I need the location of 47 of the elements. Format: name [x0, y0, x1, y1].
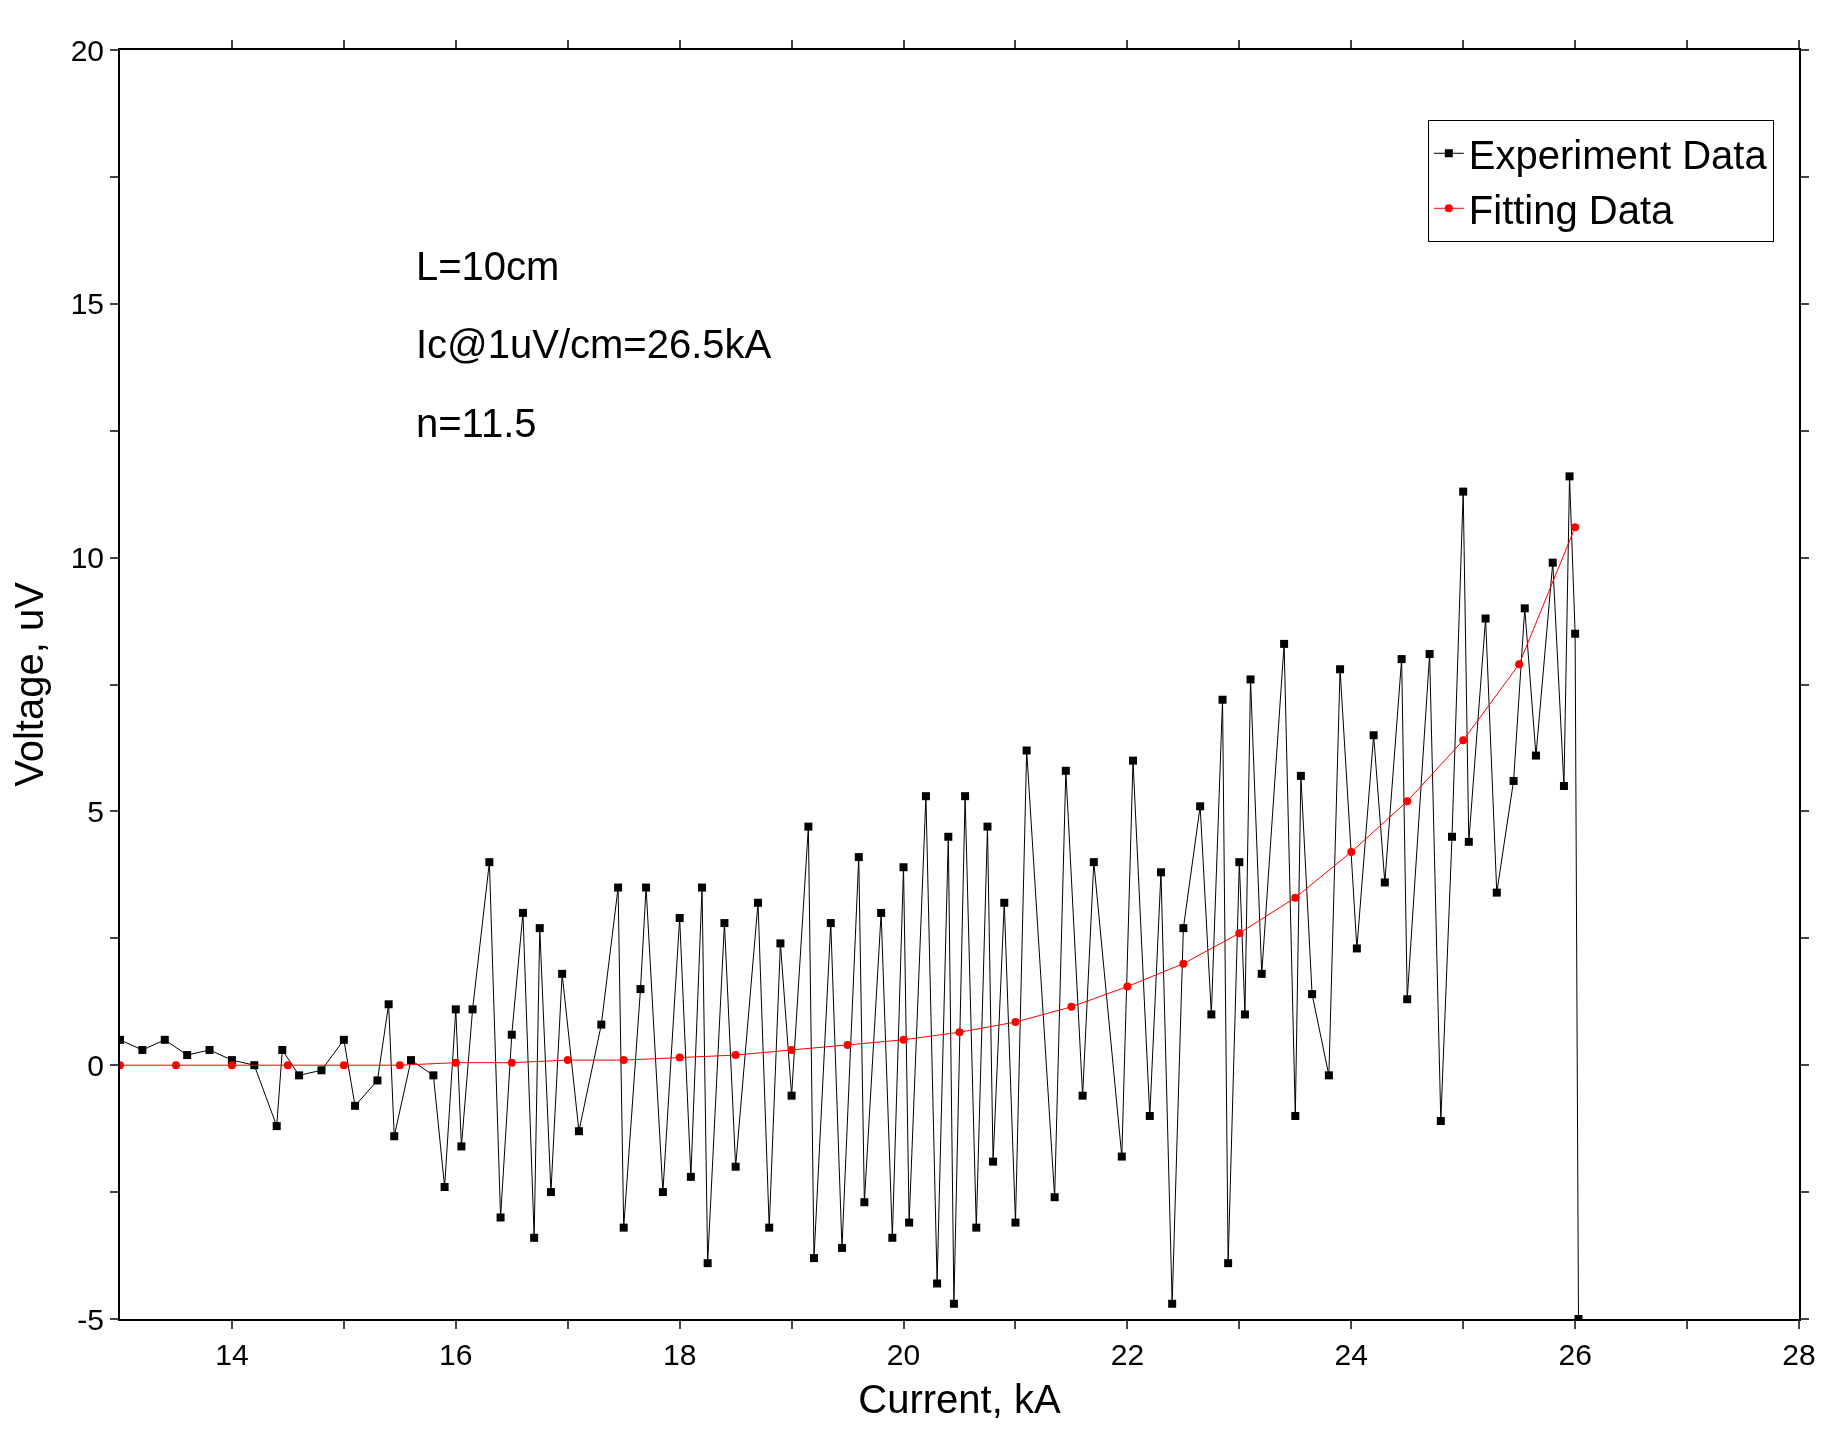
point [283, 1061, 292, 1070]
point [675, 1053, 684, 1062]
point [395, 1061, 404, 1070]
point [955, 1028, 964, 1037]
x-tick-label: 16 [439, 1338, 473, 1371]
y-tick-label: 0 [87, 1048, 104, 1082]
point [507, 1058, 516, 1067]
point [787, 1045, 796, 1054]
y-tick-label: -5 [77, 1302, 104, 1336]
point [227, 1061, 236, 1070]
point [1347, 848, 1356, 857]
point [1123, 982, 1132, 991]
annotation: Ic@1uV/cm=26.5kA [416, 322, 772, 366]
y-tick-label: 20 [70, 33, 104, 67]
x-tick-label: 20 [886, 1338, 921, 1371]
point [339, 1061, 348, 1070]
point [1291, 893, 1300, 902]
x-tick-label: 24 [1334, 1338, 1368, 1371]
point [563, 1056, 572, 1065]
point [1067, 1002, 1076, 1011]
x-tick-label: 14 [215, 1338, 249, 1371]
point [1571, 523, 1580, 532]
point [899, 1035, 908, 1044]
annotation: L=10cm [416, 244, 560, 288]
point [451, 1058, 460, 1067]
point [171, 1061, 180, 1070]
point [843, 1040, 852, 1049]
point [1403, 797, 1412, 806]
point [1179, 959, 1188, 968]
y-tick-label: 5 [87, 794, 104, 828]
point [619, 1056, 628, 1065]
x-tick-label: 28 [1782, 1338, 1816, 1371]
x-tick-label: 22 [1110, 1338, 1145, 1371]
y-tick-label: 15 [70, 287, 104, 321]
y-tick-label: 10 [70, 541, 104, 575]
legend-label: Experiment Data [1468, 132, 1768, 177]
x-tick-label: 18 [662, 1338, 697, 1371]
y-axis-title: Voltage, uV [6, 581, 51, 787]
annotation: n=11.5 [416, 401, 537, 445]
point [1235, 929, 1244, 938]
x-axis-title: Current, kA [858, 1377, 1061, 1421]
x-tick-label: 26 [1558, 1338, 1592, 1371]
point [1515, 660, 1524, 669]
legend-label: Fitting Data [1468, 187, 1675, 232]
point [731, 1051, 740, 1060]
point [1011, 1018, 1020, 1027]
point [1459, 736, 1468, 745]
